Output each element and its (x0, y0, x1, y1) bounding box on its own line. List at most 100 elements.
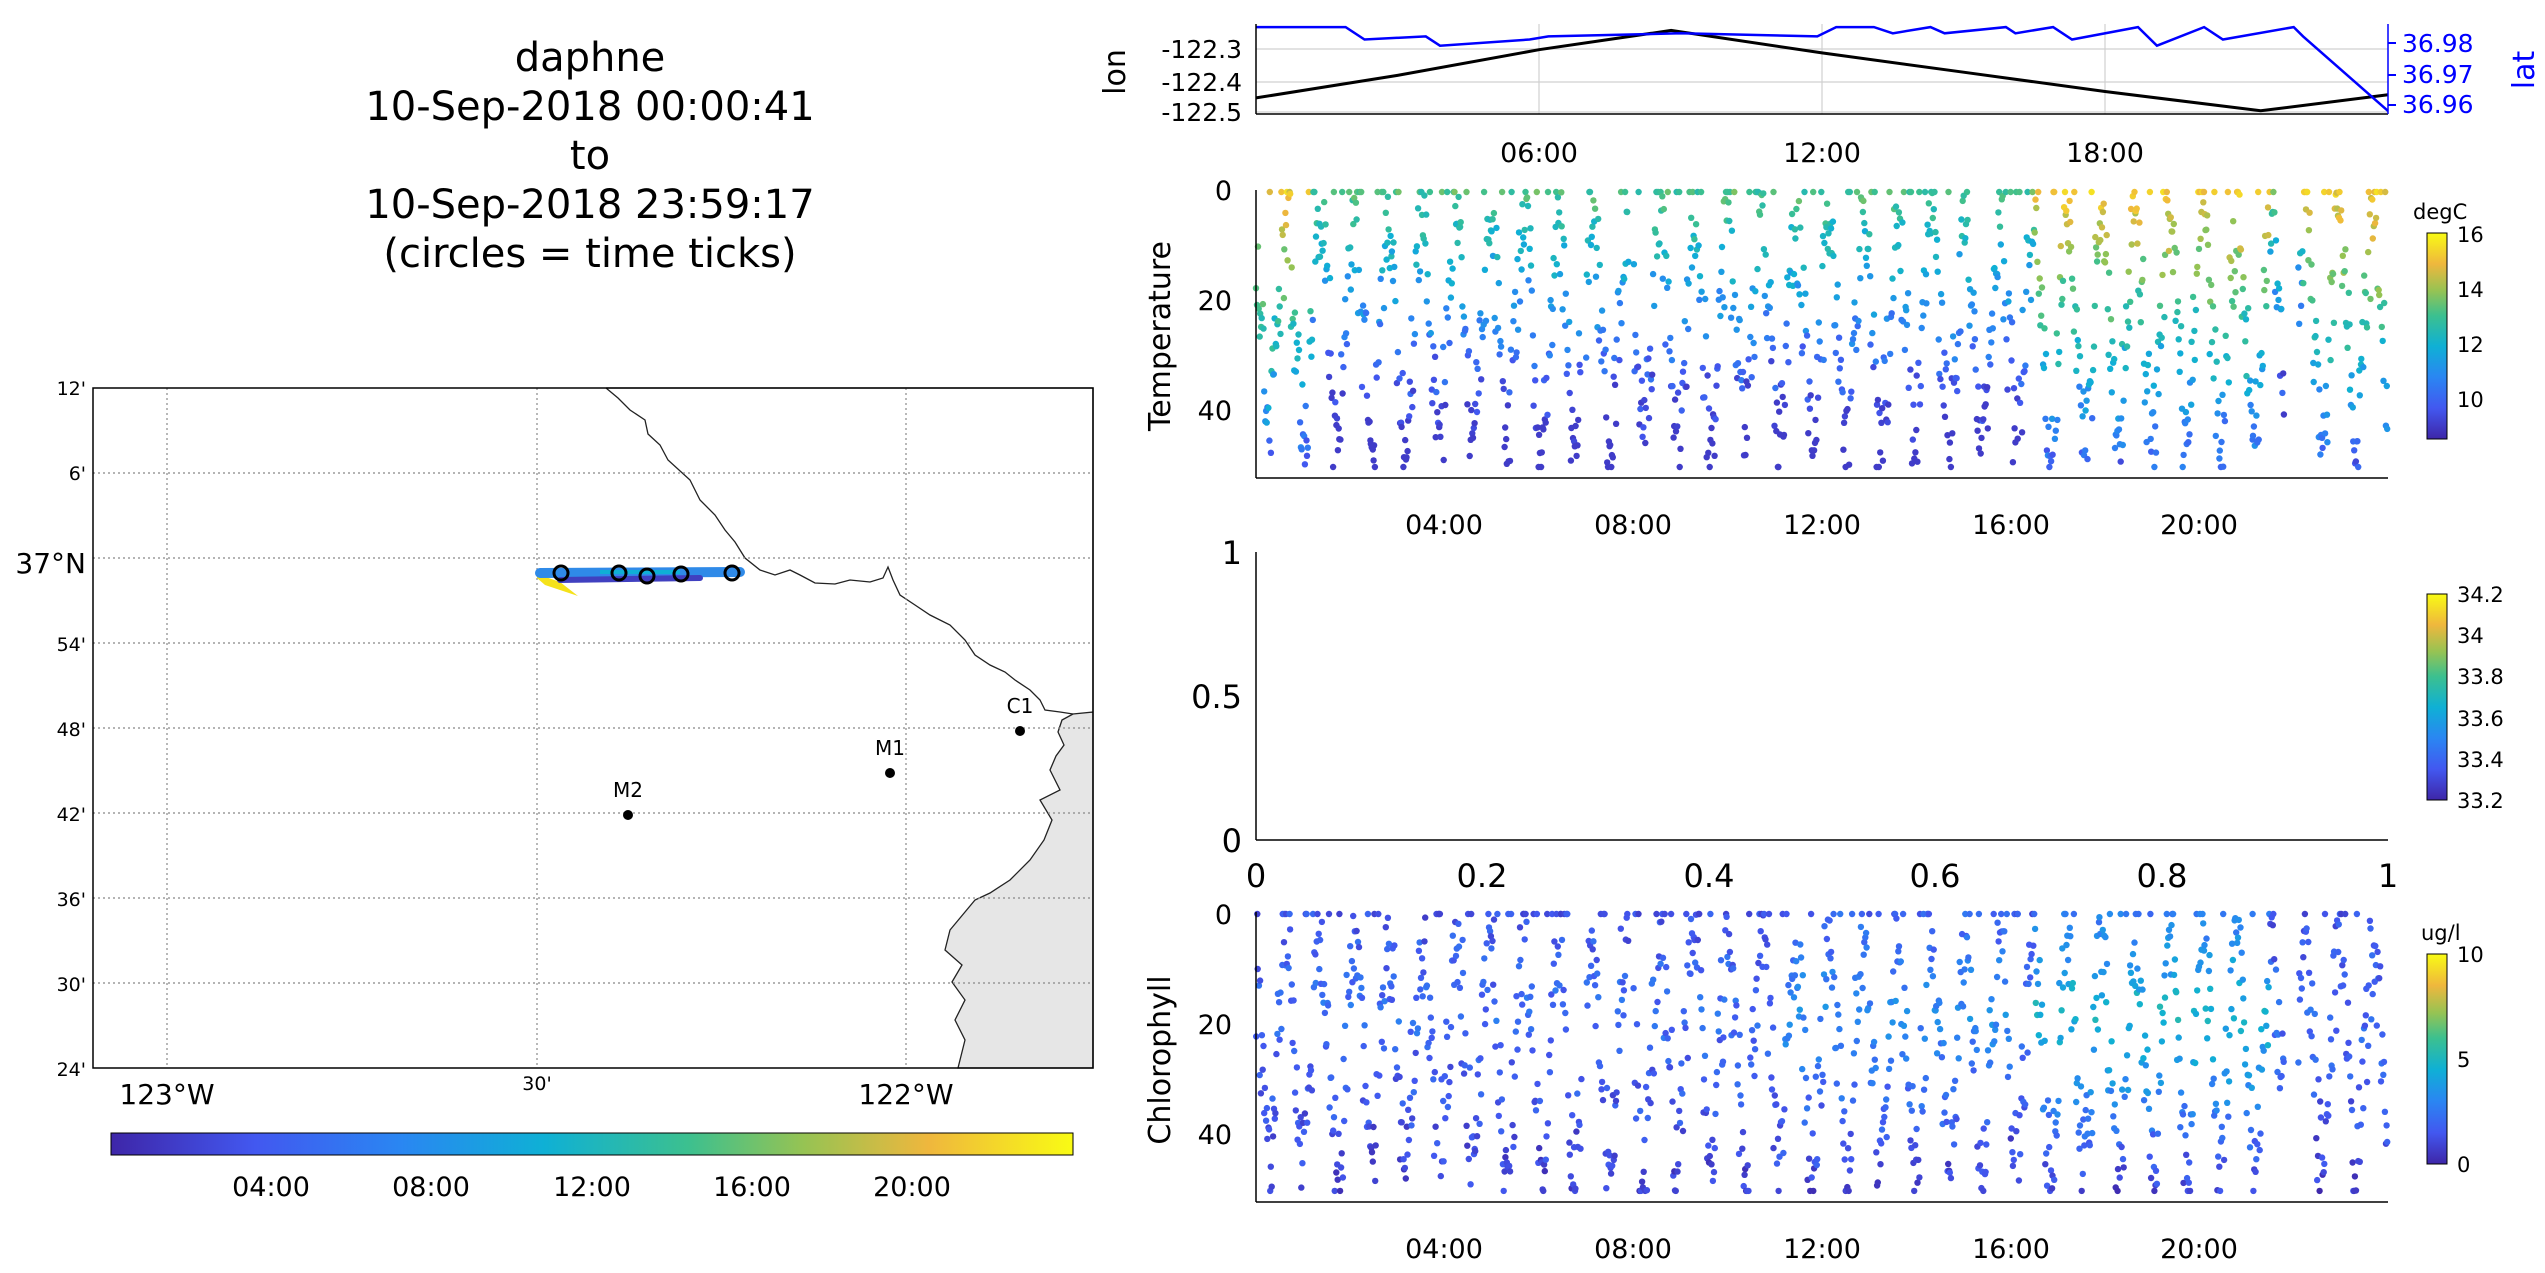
scatter-point (1714, 1010, 1722, 1017)
scatter-point (1416, 939, 1423, 946)
scatter-point (1611, 1152, 1618, 1159)
scatter-point (1907, 366, 1914, 373)
scatter-point (1297, 1114, 1304, 1121)
scatter-point (1874, 1179, 1882, 1186)
scatter-point (1520, 234, 1527, 241)
scatter-point (2122, 364, 2129, 372)
scatter-point (1620, 1012, 1627, 1019)
scatter-point (1885, 1033, 1892, 1040)
scatter-point (1410, 340, 1418, 347)
scatter-point (1497, 1042, 1504, 1049)
scatter-point (1833, 294, 1841, 301)
scatter-point (2346, 1053, 2353, 1060)
scatter-point (2304, 188, 2311, 196)
scatter-point (2215, 1153, 2222, 1160)
scatter-point (1782, 1041, 1789, 1048)
scatter-point (1319, 247, 1326, 254)
scatter-point (1273, 1050, 1280, 1058)
scatter-point (2174, 308, 2181, 316)
scatter-point (2131, 188, 2138, 196)
scatter-point (1370, 457, 1377, 464)
scatter-point (2322, 382, 2330, 390)
scatter-point (1837, 356, 1845, 363)
scatter-point (1440, 456, 1447, 464)
scatter-point (2168, 921, 2175, 929)
scatter-point (2068, 985, 2076, 992)
scatter-point (2272, 237, 2280, 244)
scatter-point (1423, 982, 1431, 989)
scatter-point (1893, 915, 1900, 922)
scatter-point (1603, 1084, 1611, 1092)
scatter-point (1449, 932, 1457, 939)
scatter-point (1793, 205, 1800, 213)
scatter-point (1537, 463, 1545, 471)
scatter-point (1984, 1119, 1991, 1126)
scatter-point (1280, 939, 1288, 946)
scatter-point (1304, 444, 1312, 451)
scatter-point (1460, 1070, 1468, 1077)
scatter-point (1495, 1112, 1503, 1120)
scatter-point (1691, 236, 1698, 243)
scatter-point (1536, 1144, 1543, 1152)
scatter-point (2083, 397, 2090, 404)
scatter-point (1339, 1174, 1347, 1181)
scatter-point (1834, 281, 1841, 288)
scatter-point (2155, 1088, 2162, 1096)
title-line: 10-Sep-2018 00:00:41 (365, 84, 815, 130)
scatter-point (1857, 971, 1864, 978)
scatter-point (1598, 358, 1605, 365)
scatter-point (2099, 208, 2107, 216)
scatter-point (1607, 441, 1614, 449)
scatter-point (1862, 929, 1870, 937)
scatter-point (2215, 397, 2222, 405)
scatter-point (1648, 386, 1655, 393)
scatter-point (1324, 1002, 1332, 1009)
scatter-point (2249, 910, 2256, 918)
scatter-point (2130, 218, 2137, 225)
scatter-point (1375, 910, 1382, 918)
scatter-point (1741, 423, 1749, 431)
scatter-point (1399, 369, 1406, 377)
scatter-point (1302, 402, 1309, 410)
scatter-point (1762, 936, 1769, 943)
scatter-point (1417, 974, 1425, 981)
scatter-point (1969, 1038, 1976, 1045)
scatter-point (2310, 1091, 2318, 1098)
scatter-point (1316, 253, 1324, 260)
scatter-point (2098, 992, 2106, 999)
scatter-point (1488, 945, 1495, 952)
scatter-point (1263, 419, 1270, 426)
scatter-point (1413, 1030, 1421, 1037)
scatter-point (1361, 1022, 1368, 1029)
scatter-point (1666, 1064, 1674, 1071)
scatter-point (1321, 198, 1328, 206)
scatter-point (2018, 429, 2026, 436)
scatter-point (1531, 362, 1538, 370)
scatter-point (2369, 196, 2376, 203)
scatter-point (1918, 324, 1925, 332)
scatter-point (1826, 917, 1833, 924)
scatter-point (1834, 1001, 1841, 1009)
scatter-point (1389, 277, 1397, 285)
scatter-point (2261, 286, 2268, 294)
scatter-point (1287, 190, 1294, 198)
scatter-point (1660, 205, 1668, 213)
scatter-point (1460, 313, 1468, 320)
scatter-point (1956, 958, 1963, 966)
scatter-point (1584, 1002, 1591, 1009)
scatter-point (2048, 415, 2056, 422)
scatter-point (2172, 317, 2179, 324)
scatter-point (1325, 373, 1333, 381)
scatter-point (1572, 422, 1579, 430)
scatter-point (2102, 250, 2110, 258)
scatter-point (2171, 956, 2179, 963)
scatter-point (2114, 1187, 2121, 1195)
scatter-point (2372, 214, 2380, 222)
scatter-point (1366, 418, 1373, 425)
scatter-point (1701, 394, 1708, 401)
scatter-point (1766, 1000, 1774, 1007)
scatter-point (1780, 1149, 1787, 1157)
scatter-point (1685, 325, 1692, 333)
scatter-point (2236, 191, 2243, 198)
